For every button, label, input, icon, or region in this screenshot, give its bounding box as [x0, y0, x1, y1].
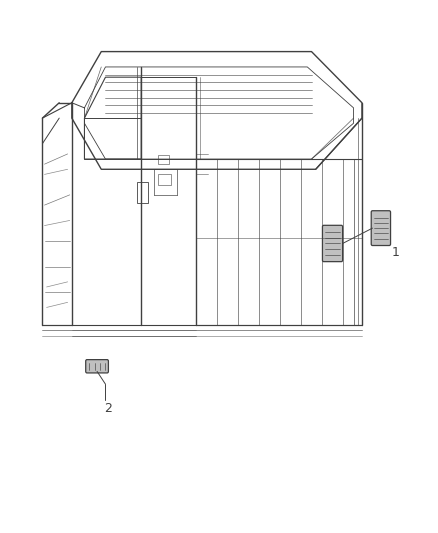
Text: 1: 1 [392, 246, 399, 259]
FancyBboxPatch shape [86, 360, 109, 373]
FancyBboxPatch shape [371, 211, 391, 246]
FancyBboxPatch shape [322, 225, 343, 262]
Text: 2: 2 [104, 402, 112, 415]
